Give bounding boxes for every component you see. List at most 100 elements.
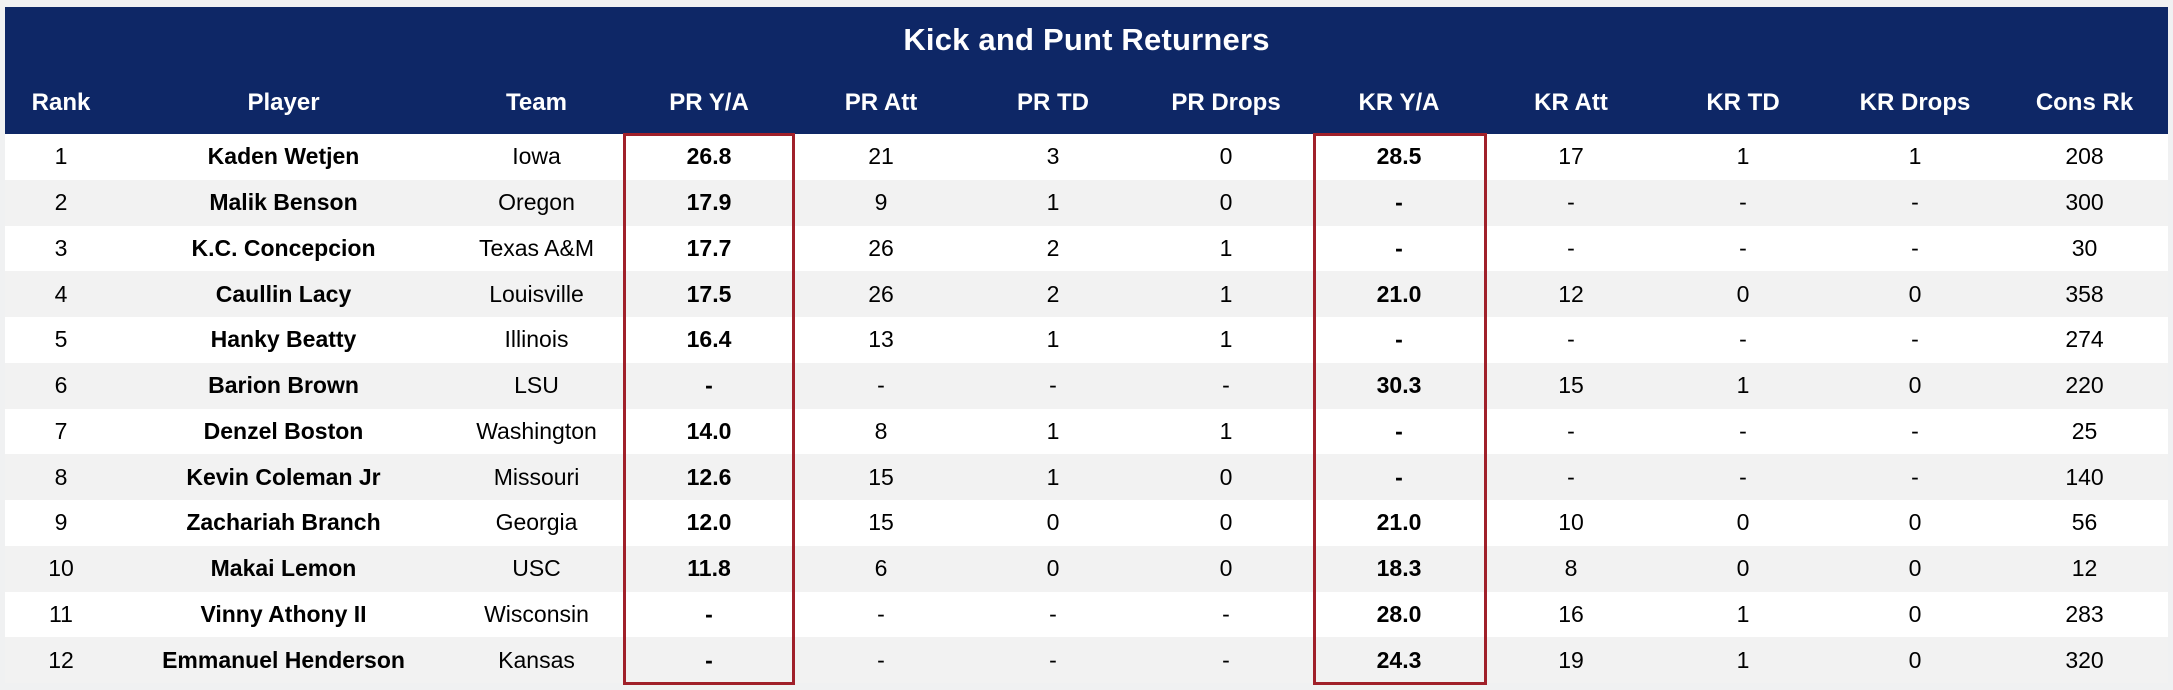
column-header-pr-td: PR TD	[1017, 89, 1089, 116]
table-cell-rank: 8	[54, 463, 68, 490]
table-cell-cons-rk: 358	[2065, 280, 2104, 307]
table-cell-kr-drops: -	[1911, 234, 1919, 261]
table-cell-kr-att: 17	[1558, 143, 1584, 170]
table-cell-pr-drops: -	[1222, 646, 1230, 673]
table-cell-kr-y-a: 24.3	[1376, 646, 1422, 673]
table-cell-rank: 3	[54, 234, 68, 261]
table-cell-kr-td: 1	[1736, 600, 1750, 627]
table-cell-kr-att: 19	[1558, 646, 1584, 673]
table-cell-pr-y-a: -	[705, 646, 713, 673]
table-cell-kr-y-a: 28.5	[1376, 143, 1422, 170]
table-cell-team: Wisconsin	[484, 600, 589, 627]
table-cell-kr-att: 10	[1558, 509, 1584, 536]
column-header-pr-drops: PR Drops	[1171, 89, 1281, 116]
column-header-player: Player	[247, 89, 320, 116]
table-cell-cons-rk: 274	[2065, 326, 2104, 353]
table-cell-pr-drops: 0	[1219, 189, 1233, 216]
table-cell-pr-td: 0	[1046, 509, 1060, 536]
table-cell-pr-td: -	[1049, 372, 1057, 399]
table-row: 5 Hanky Beatty Illinois 16.4 13 1 1 - - - - 274	[5, 317, 2168, 363]
table-cell-rank: 7	[54, 417, 68, 444]
table-cell-pr-att: 6	[874, 555, 888, 582]
table-cell-kr-y-a: 30.3	[1376, 372, 1422, 399]
table-cell-pr-att: 13	[868, 326, 894, 353]
table-cell-rank: 10	[48, 555, 74, 582]
table-cell-team: Missouri	[493, 463, 580, 490]
table-cell-kr-td: -	[1739, 417, 1747, 444]
table-cell-pr-y-a: -	[705, 372, 713, 399]
table-cell-pr-td: -	[1049, 600, 1057, 627]
table-cell-pr-att: 26	[868, 280, 894, 307]
table-title: Kick and Punt Returners	[903, 21, 1270, 57]
table-cell-pr-y-a: 16.4	[686, 326, 732, 353]
column-header-kr-y-a: KR Y/A	[1358, 89, 1440, 116]
table-cell-pr-att: 15	[868, 463, 894, 490]
table-cell-kr-drops: -	[1911, 417, 1919, 444]
table-row: 2 Malik Benson Oregon 17.9 9 1 0 - - - - 300	[5, 179, 2168, 226]
table-body: 1 Kaden Wetjen Iowa 26.8 21 3 0 28.5 17 1 1 208 2 Mal…	[5, 134, 2168, 683]
table-cell-kr-y-a: -	[1395, 189, 1403, 216]
table-cell-team: Iowa	[512, 143, 561, 170]
table-cell-kr-y-a: 21.0	[1376, 509, 1422, 536]
table-cell-player: Caullin Lacy	[215, 280, 352, 307]
table-cell-pr-att: -	[877, 372, 885, 399]
table-cell-kr-drops: 0	[1908, 509, 1922, 536]
table-cell-team: Oregon	[498, 189, 575, 216]
table-cell-team: Illinois	[504, 326, 569, 353]
table-cell-cons-rk: 208	[2065, 143, 2104, 170]
table-cell-rank: 1	[54, 143, 68, 170]
table-cell-kr-y-a: 28.0	[1376, 600, 1422, 627]
table-cell-pr-td: 2	[1046, 280, 1060, 307]
table-cell-pr-y-a: 12.0	[686, 509, 732, 536]
table-row: 9 Zachariah Branch Georgia 12.0 15 0 0 21.0 10 0 0…	[5, 500, 2168, 546]
table-cell-pr-drops: 1	[1219, 280, 1233, 307]
table-header-block: Kick and Punt Returners Rank Player Team PR…	[5, 7, 2168, 134]
table-row: 6 Barion Brown LSU - - - - 30.3 15 1 0 220	[5, 362, 2168, 409]
table-cell-kr-att: -	[1567, 326, 1575, 353]
table-cell-cons-rk: 12	[2071, 555, 2098, 582]
table-cell-kr-drops: 0	[1908, 600, 1922, 627]
table-cell-kr-drops: 0	[1908, 280, 1922, 307]
table-cell-kr-drops: -	[1911, 189, 1919, 216]
table-cell-pr-td: 1	[1046, 417, 1060, 444]
table-cell-pr-drops: -	[1222, 600, 1230, 627]
table-cell-player: Zachariah Branch	[186, 509, 381, 536]
table-cell-kr-y-a: -	[1395, 234, 1403, 261]
table-cell-cons-rk: 30	[2071, 234, 2098, 261]
table-cell-team: LSU	[514, 372, 559, 399]
table-cell-kr-td: -	[1739, 189, 1747, 216]
table-cell-pr-td: 1	[1046, 189, 1060, 216]
table-cell-player: Makai Lemon	[210, 555, 357, 582]
table-cell-pr-att: 21	[868, 143, 894, 170]
table-row: 12 Emmanuel Henderson Kansas - - - - 24.3 19 1 0 32…	[5, 637, 2168, 683]
table-cell-kr-td: 1	[1736, 143, 1750, 170]
table-cell-player: Malik Benson	[209, 189, 358, 216]
returners-stats-table: Kick and Punt Returners Rank Player Team PR…	[5, 7, 2168, 685]
table-cell-rank: 6	[54, 372, 68, 399]
table-cell-pr-att: 9	[874, 189, 888, 216]
table-row: 1 Kaden Wetjen Iowa 26.8 21 3 0 28.5 17 1 1 208	[5, 134, 2168, 180]
column-header-rank: Rank	[31, 89, 91, 116]
table-cell-kr-td: -	[1739, 463, 1747, 490]
table-cell-pr-td: -	[1049, 646, 1057, 673]
column-header-kr-drops: KR Drops	[1859, 89, 1971, 116]
table-row: 7 Denzel Boston Washington 14.0 8 1 1 - - - - 25	[5, 408, 2168, 455]
table-cell-pr-att: 15	[868, 509, 894, 536]
table-cell-player: Kevin Coleman Jr	[186, 463, 381, 490]
column-header-kr-td: KR TD	[1706, 89, 1780, 116]
table-cell-pr-td: 1	[1046, 463, 1060, 490]
table-cell-cons-rk: 300	[2065, 189, 2104, 216]
table-cell-pr-y-a: 14.0	[686, 417, 732, 444]
table-cell-kr-drops: 0	[1908, 555, 1922, 582]
table-cell-rank: 4	[54, 280, 68, 307]
table-cell-kr-td: 1	[1736, 372, 1750, 399]
table-cell-pr-y-a: 11.8	[687, 555, 731, 582]
table-cell-pr-drops: -	[1222, 372, 1230, 399]
table-cell-team: Texas A&M	[478, 234, 595, 261]
table-cell-cons-rk: 25	[2071, 417, 2098, 444]
table-cell-kr-td: 0	[1736, 509, 1750, 536]
table-cell-kr-att: 15	[1558, 372, 1584, 399]
column-header-kr-att: KR Att	[1534, 89, 1608, 116]
table-cell-rank: 2	[54, 189, 68, 216]
table-row: 10 Makai Lemon USC 11.8 6 0 0 18.3 8 0 0 12	[5, 545, 2168, 592]
